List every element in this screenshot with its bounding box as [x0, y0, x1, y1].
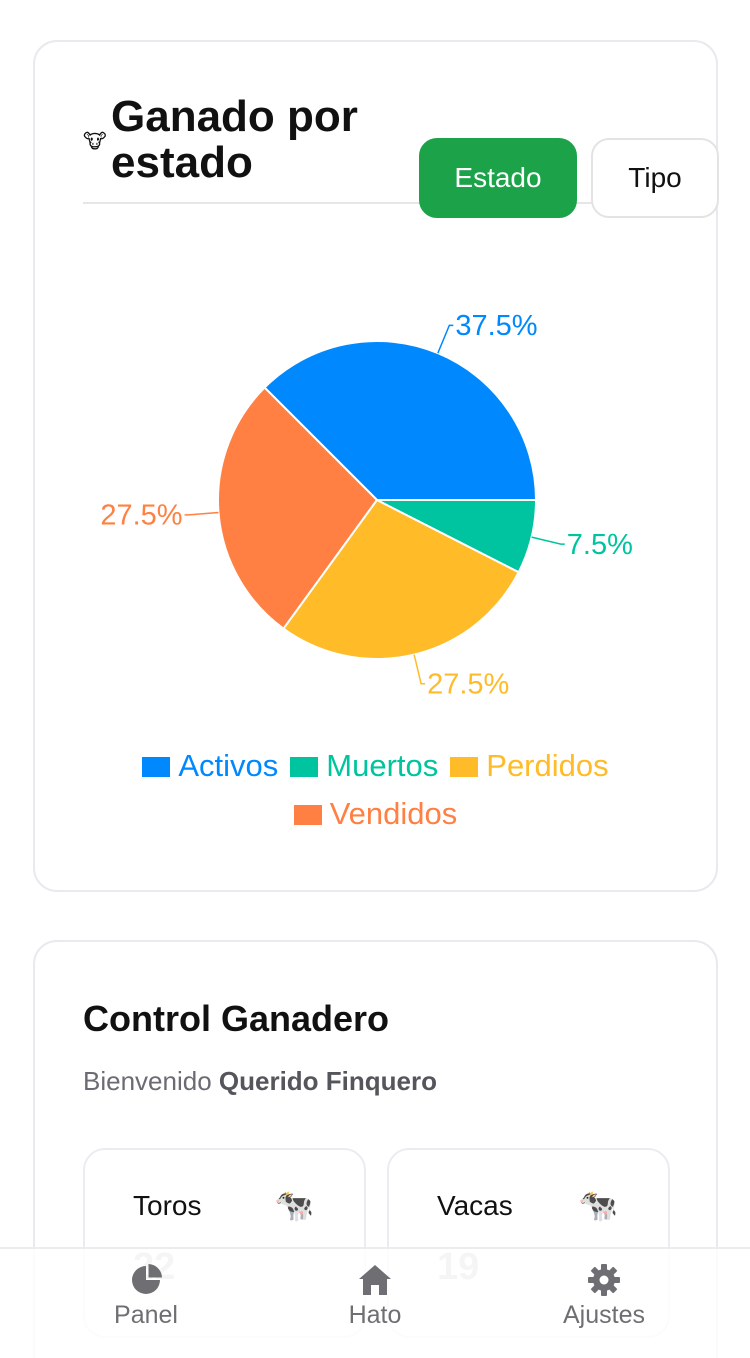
chart-title: Ganado por estado [111, 92, 358, 187]
stat-label: Toros [133, 1190, 202, 1221]
gear-icon [588, 1264, 620, 1296]
legend-swatch [142, 757, 171, 777]
pie-leader-line [413, 654, 426, 685]
stat-label: Vacas [437, 1190, 513, 1221]
legend-row: Vendidos [35, 790, 716, 838]
pie-data-label: 27.5% [100, 499, 182, 531]
legend-item-vendidos[interactable]: Vendidos [293, 790, 458, 838]
tab-label: Panel [114, 1301, 178, 1329]
legend-swatch [450, 757, 479, 777]
cow-icon: 🐄 [274, 1187, 314, 1223]
legend-label: Activos [178, 748, 279, 783]
pie-chart-icon [132, 1264, 162, 1294]
pie-data-label: 37.5% [455, 310, 537, 342]
bottom-tab-bar: Panel Hato [0, 1247, 750, 1358]
welcome-prefix: Bienvenido [83, 1066, 212, 1096]
pie-data-label: 27.5% [427, 668, 509, 700]
pie-slice-perdidos[interactable] [282, 498, 521, 660]
estado-button[interactable]: Estado [419, 138, 577, 218]
chart-card: 🐮 Ganado por estado Estado Tipo 37.5% 27.… [33, 40, 719, 892]
welcome-text: Bienvenido Querido Finquero [83, 1066, 437, 1097]
pie-leader-line [437, 324, 454, 354]
user-name: Querido Finquero [218, 1066, 437, 1096]
tipo-button[interactable]: Tipo [591, 138, 719, 218]
legend-label: Muertos [326, 748, 439, 783]
cow-face-icon: 🐮 [83, 131, 107, 153]
home-icon [359, 1265, 391, 1295]
pie-slice-muertos[interactable] [376, 499, 538, 574]
tab-ajustes[interactable]: Ajustes [479, 1249, 729, 1358]
cow-icon: 🐄 [578, 1187, 618, 1223]
legend-label: Perdidos [486, 748, 609, 783]
tab-label: Ajustes [563, 1301, 645, 1329]
control-title: Control Ganadero [83, 998, 390, 1039]
legend-item-activos[interactable]: Activos [142, 742, 278, 790]
pie-leader-line [531, 536, 565, 545]
chart-legend: Activos Muertos Perdidos Vendidos [35, 742, 716, 838]
legend-swatch [293, 805, 322, 825]
pie-data-label: 7.5% [567, 529, 633, 561]
tab-panel[interactable]: Panel [21, 1249, 271, 1358]
tab-hato[interactable]: Hato [250, 1249, 500, 1358]
legend-item-perdidos[interactable]: Perdidos [450, 742, 609, 790]
legend-item-muertos[interactable]: Muertos [290, 742, 438, 790]
legend-label: Vendidos [329, 796, 458, 831]
legend-row: Activos Muertos Perdidos [35, 742, 716, 790]
chart-card-header: 🐮 Ganado por estado Estado Tipo [83, 90, 719, 218]
legend-swatch [290, 757, 319, 777]
pie-leader-line [184, 511, 219, 516]
tab-label: Hato [348, 1301, 402, 1329]
pie-chart: 37.5% 27.5% 27.5% 7.5% [100, 310, 633, 700]
pie-slice-vendidos[interactable] [217, 386, 379, 631]
